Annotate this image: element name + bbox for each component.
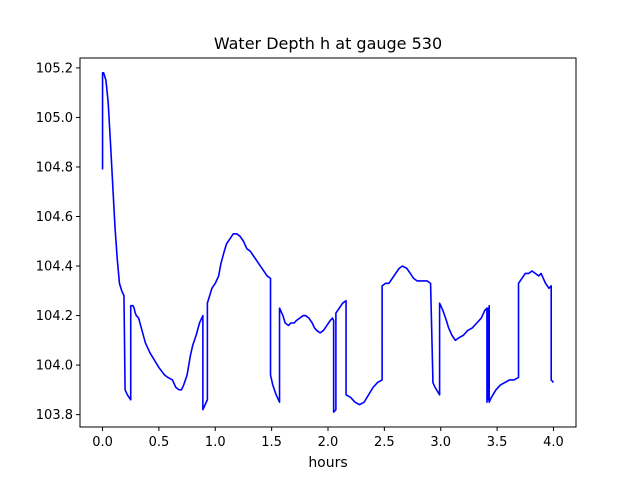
y-tick-label: 103.8 xyxy=(36,408,73,423)
plot-area-frame xyxy=(79,57,577,428)
x-tick-label: 1.5 xyxy=(261,435,282,450)
y-tick-label: 104.4 xyxy=(36,260,73,275)
x-tick-label: 1.0 xyxy=(205,435,226,450)
x-tick-label: 2.5 xyxy=(374,435,395,450)
y-tick-label: 105.2 xyxy=(36,61,73,76)
y-tick-label: 104.2 xyxy=(36,309,73,324)
y-tick-label: 104.0 xyxy=(36,359,73,374)
x-tick-label: 2.0 xyxy=(318,435,339,450)
chart-title: Water Depth h at gauge 530 xyxy=(214,34,442,53)
plot-lines xyxy=(101,72,555,413)
x-tick-label: 4.0 xyxy=(543,435,564,450)
x-tick-label: 3.0 xyxy=(430,435,451,450)
x-axis-ticks: 0.0 0.5 1.0 1.5 2.0 2.5 3.0 3.5 4.0 xyxy=(92,427,564,450)
x-tick-label: 0.0 xyxy=(92,435,113,450)
y-tick-label: 104.6 xyxy=(36,210,73,225)
y-tick-label: 104.8 xyxy=(36,160,73,175)
y-tick-label: 105.0 xyxy=(36,111,73,126)
y-axis-ticks: 103.8 104.0 104.2 104.4 104.6 104.8 105.0 105.2 xyxy=(36,61,80,423)
series-line-0 xyxy=(101,72,555,413)
x-axis-label: hours xyxy=(308,455,347,471)
x-tick-label: 0.5 xyxy=(149,435,170,450)
x-tick-label: 3.5 xyxy=(487,435,508,450)
